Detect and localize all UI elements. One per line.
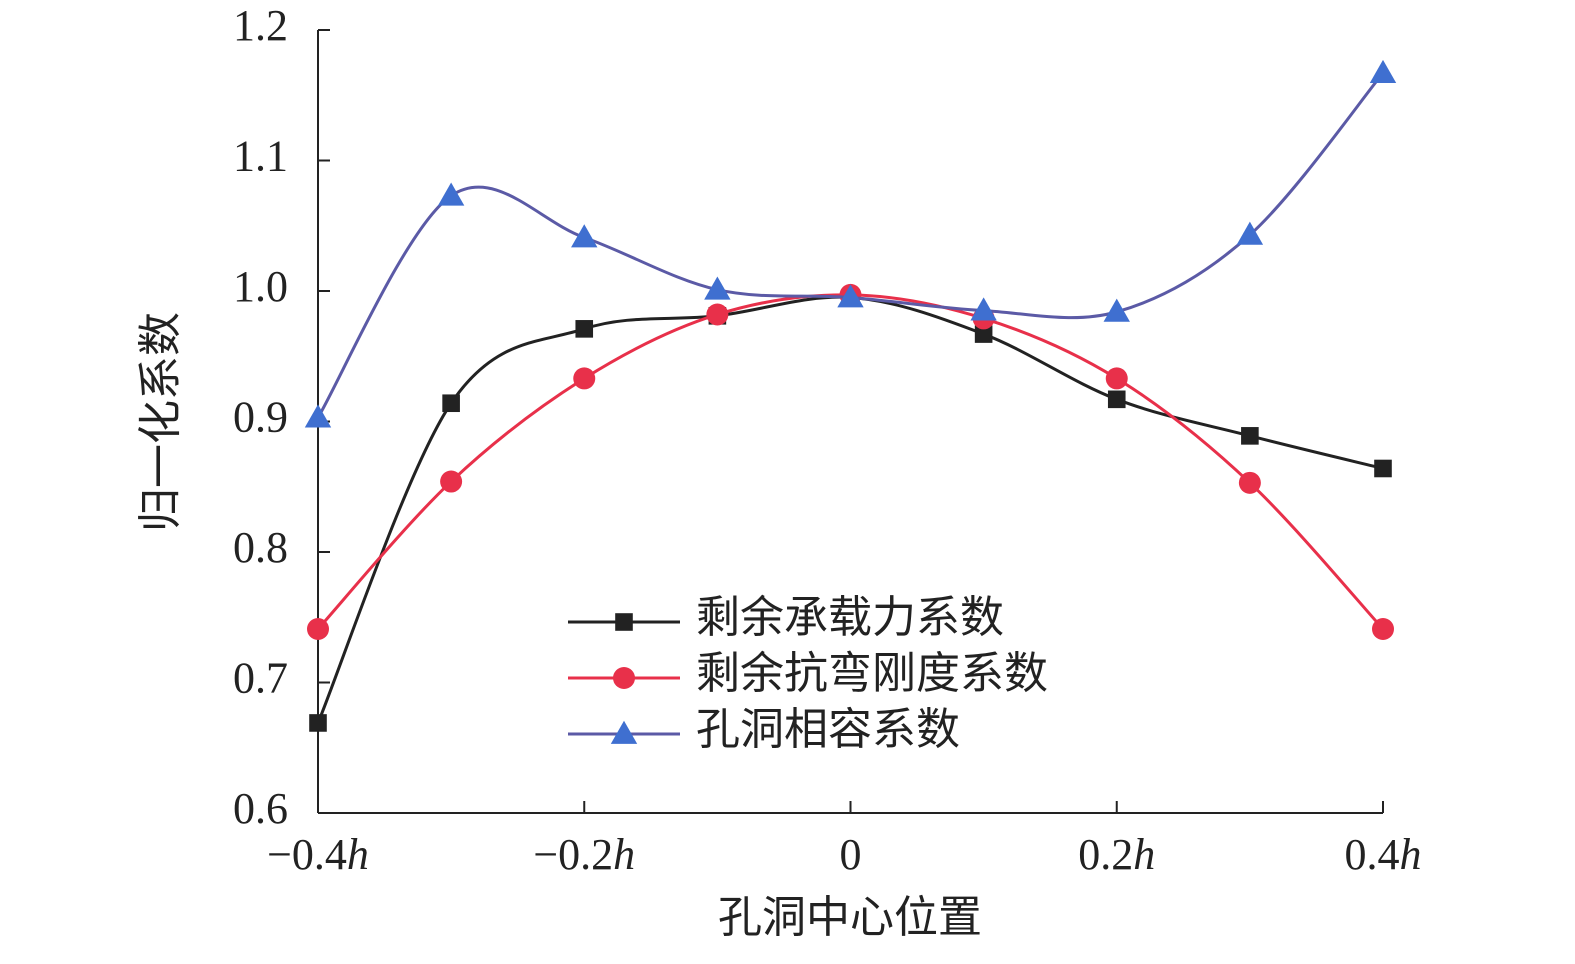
data-point <box>1369 59 1397 83</box>
series-line <box>316 72 1385 419</box>
x-tick-label: 0 <box>840 830 862 879</box>
legend-label: 剩余抗弯刚度系数 <box>696 649 1048 698</box>
data-point <box>1236 221 1264 245</box>
data-point <box>1372 617 1394 640</box>
legend-marker <box>615 613 633 631</box>
legend-label: 孔洞相容系数 <box>696 705 960 754</box>
data-point <box>304 404 332 428</box>
data-point <box>974 325 993 343</box>
y-tick-label: 1.1 <box>233 132 288 181</box>
data-point <box>1107 390 1126 409</box>
data-point <box>1105 367 1128 390</box>
legend-label: 剩余承载力系数 <box>696 593 1004 642</box>
x-tick-label: 0.4h <box>1345 830 1422 879</box>
legend-marker <box>613 667 635 689</box>
x-axis-label: 孔洞中心位置 <box>718 893 982 942</box>
data-point <box>440 470 463 493</box>
y-axis-label: 归一化系数 <box>136 312 185 532</box>
data-point <box>307 617 329 640</box>
y-tick-label: 0.6 <box>233 784 288 833</box>
data-point <box>1238 471 1261 494</box>
data-point <box>1241 427 1259 445</box>
legend-marker <box>610 720 638 744</box>
data-point <box>1374 459 1392 478</box>
data-point <box>442 394 460 413</box>
y-tick-label: 1.2 <box>233 1 288 50</box>
x-tick-label: −0.2h <box>533 830 635 879</box>
x-tick-label: −0.4h <box>267 830 369 879</box>
data-point <box>704 276 731 300</box>
data-point <box>970 297 997 321</box>
data-point <box>437 182 465 206</box>
data-point <box>706 303 729 326</box>
y-tick-label: 0.9 <box>233 393 288 442</box>
x-tick-label: 0.2h <box>1078 830 1155 879</box>
y-tick-label: 0.7 <box>233 654 288 703</box>
series-line <box>316 293 1385 631</box>
data-point <box>571 224 598 248</box>
data-point <box>837 284 864 308</box>
data-point <box>573 367 596 390</box>
y-tick-label: 0.8 <box>233 523 288 572</box>
y-tick-label: 1.0 <box>233 262 288 311</box>
data-point <box>575 320 594 338</box>
data-point <box>1103 298 1130 322</box>
data-point <box>309 714 327 732</box>
